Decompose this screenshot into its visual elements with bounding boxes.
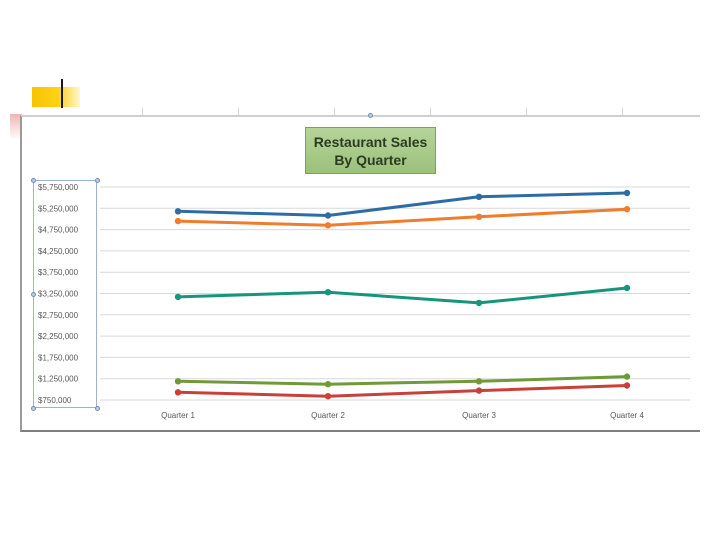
accent-bar: [61, 79, 63, 108]
x-tick-label: Quarter 4: [610, 411, 644, 420]
selection-handle[interactable]: [31, 178, 36, 183]
y-tick-label: $3,750,000: [38, 268, 79, 277]
red-accent-mark: [10, 114, 22, 140]
data-point: [174, 378, 182, 385]
y-tick-label: $2,250,000: [38, 332, 79, 341]
data-point: [324, 212, 332, 219]
selection-handle[interactable]: [95, 406, 100, 411]
series-line: [177, 286, 628, 305]
chart-title-line-1: Restaurant Sales: [313, 133, 428, 150]
data-point: [475, 193, 483, 200]
data-point: [475, 387, 483, 394]
data-point: [174, 293, 182, 301]
y-tick-label: $2,750,000: [38, 311, 79, 320]
data-point: [174, 217, 182, 225]
data-point: [174, 208, 182, 215]
x-tick-label: Quarter 2: [311, 411, 345, 420]
series-line: [177, 375, 628, 386]
series-line: [177, 384, 628, 398]
data-point: [623, 206, 631, 213]
data-point: [623, 382, 631, 389]
selection-handle[interactable]: [31, 292, 36, 297]
data-point: [324, 222, 332, 229]
chart-title[interactable]: Restaurant Sales By Quarter: [305, 127, 436, 174]
x-tick-label: Quarter 3: [462, 411, 496, 420]
y-tick-label: $5,250,000: [38, 204, 79, 213]
y-tick-label: $750,000: [38, 396, 72, 405]
y-tick-label: $3,250,000: [38, 290, 79, 299]
y-tick-label: $5,750,000: [38, 183, 79, 192]
data-point: [324, 393, 332, 400]
data-point: [475, 378, 483, 385]
y-tick-label: $4,750,000: [38, 226, 79, 235]
data-point: [623, 284, 631, 292]
y-tick-label: $4,250,000: [38, 247, 79, 256]
chart-title-line-2: By Quarter: [334, 151, 407, 168]
y-axis-selection-frame[interactable]: [33, 180, 97, 408]
top-ruler: [20, 108, 700, 116]
data-point: [174, 389, 182, 396]
y-tick-label: $1,750,000: [38, 353, 79, 362]
data-point: [623, 189, 631, 197]
selection-handle[interactable]: [31, 406, 36, 411]
data-point: [324, 289, 332, 296]
data-point: [475, 213, 483, 220]
selection-handle[interactable]: [95, 178, 100, 183]
y-tick-label: $1,250,000: [38, 375, 79, 384]
series-line: [177, 191, 628, 217]
x-tick-label: Quarter 1: [161, 411, 195, 420]
data-point: [475, 299, 483, 307]
series-line: [177, 207, 628, 227]
data-point: [324, 381, 332, 388]
chart-area-handle[interactable]: [368, 113, 373, 118]
yellow-accent-block: [32, 87, 80, 107]
data-point: [623, 373, 631, 380]
